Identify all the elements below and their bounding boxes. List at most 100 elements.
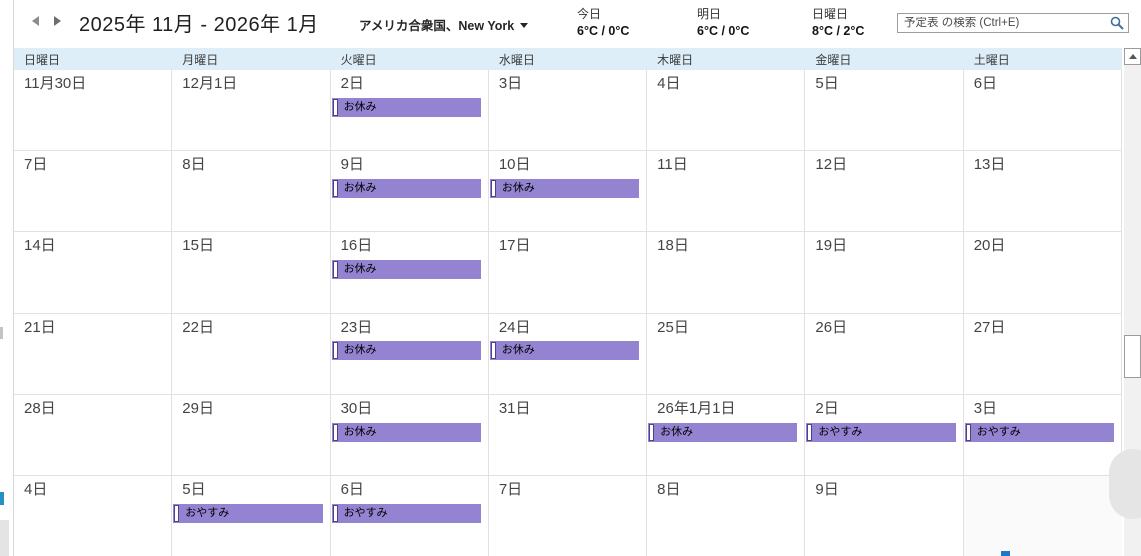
day-cell[interactable]: 11月30日 — [14, 70, 173, 152]
day-cell[interactable]: 28日 — [14, 394, 173, 476]
weather-tomorrow-temp: 6°C / 0°C — [697, 23, 750, 38]
date-label: 9日 — [340, 156, 364, 174]
event-bar[interactable]: おやすみ — [964, 422, 1114, 442]
event-title: お休み — [501, 344, 535, 357]
day-cell[interactable]: 9日 — [805, 475, 964, 556]
event-bar[interactable]: お休み — [331, 260, 481, 280]
day-cell[interactable]: 27日 — [963, 313, 1122, 395]
day-cell[interactable]: 14日 — [14, 232, 173, 314]
day-cell[interactable]: 15日 — [172, 232, 331, 314]
day-cell[interactable]: 6日 — [963, 70, 1122, 152]
event-bar[interactable]: おやすみ — [806, 422, 956, 442]
day-cell[interactable]: 5日 — [805, 70, 964, 152]
weekday-header-6: 土曜日 — [973, 52, 1010, 67]
day-cell[interactable]: 2日 おやすみ — [805, 394, 964, 476]
day-cell[interactable]: 12月1日 — [172, 70, 331, 152]
date-label: 27日 — [973, 318, 1006, 336]
day-cell[interactable]: 21日 — [14, 313, 173, 395]
event-bar[interactable]: おやすみ — [331, 503, 481, 523]
previous-range-button[interactable] — [27, 13, 43, 29]
date-label: 22日 — [182, 318, 214, 336]
day-cell[interactable]: 9日お休み — [330, 151, 489, 233]
day-cell[interactable]: 30日 お休み — [330, 394, 489, 476]
date-label: 28日 — [24, 399, 56, 417]
day-cell[interactable]: 3日 — [488, 70, 648, 152]
date-label: 12日 — [815, 156, 848, 174]
day-cell[interactable]: 4日 — [647, 70, 806, 152]
day-cell[interactable]: 29日 — [172, 394, 331, 476]
day-cell[interactable]: 12日 — [805, 151, 964, 233]
day-cell[interactable]: 20日 — [963, 232, 1122, 314]
day-cell[interactable]: 8日 — [647, 475, 806, 556]
event-bar[interactable]: お休み — [648, 422, 798, 442]
day-cell[interactable]: 6日おやすみ — [330, 475, 489, 556]
search-input[interactable] — [898, 17, 1109, 29]
day-cell[interactable]: 13日 — [963, 151, 1122, 233]
event-free-status-strip — [649, 423, 655, 441]
day-cell[interactable]: 25日 — [647, 313, 806, 395]
event-bar[interactable]: お休み — [331, 422, 481, 442]
event-free-status-strip — [332, 342, 338, 360]
event-title: おやすみ — [818, 425, 863, 438]
date-label: 9日 — [815, 480, 839, 498]
date-label: 3日 — [973, 399, 998, 417]
date-label: 6日 — [973, 75, 998, 92]
day-cell[interactable]: 19日 — [805, 232, 964, 314]
scrollbar-up-button[interactable] — [1124, 48, 1141, 65]
event-bar[interactable]: お休み — [489, 178, 640, 198]
date-label: 21日 — [24, 318, 56, 336]
date-label: 7日 — [24, 156, 48, 174]
day-cell[interactable]: 7日 — [488, 475, 648, 556]
weekday-header-3: 水曜日 — [498, 52, 535, 67]
day-cell[interactable]: 24日お休み — [488, 313, 648, 395]
bottom-edge-blue-fragment — [1001, 551, 1010, 556]
date-label: 24日 — [498, 318, 531, 336]
event-bar[interactable]: おやすみ — [173, 503, 323, 523]
calendar-grid: 11月30日 12月1日 2日 お休み 3日 4日 5日 6日 7日 8日 9日 お休み 10日 お休み 1… — [14, 70, 1122, 556]
day-cell[interactable]: 3日おやすみ — [963, 394, 1122, 476]
event-bar[interactable]: お休み — [331, 97, 481, 117]
weather-location-dropdown[interactable]: アメリカ合衆国、New York — [359, 15, 529, 34]
day-cell[interactable]: 31日 — [488, 394, 648, 476]
day-cell[interactable]: 18日 — [647, 232, 806, 314]
date-range-title: 2025年 11月 - 2026年 1月 — [79, 14, 319, 36]
day-cell[interactable]: 8日 — [172, 151, 331, 233]
weather-location-label: アメリカ合衆国、New York — [359, 19, 515, 33]
day-cell[interactable]: 7日 — [14, 151, 173, 233]
date-label: 11月30日 — [24, 75, 87, 92]
event-bar[interactable]: お休み — [489, 341, 640, 361]
event-title: お休み — [343, 425, 377, 438]
date-label: 16日 — [340, 237, 373, 255]
day-cell[interactable]: 26日 — [805, 313, 964, 395]
left-collapsed-pane — [0, 0, 14, 556]
search-icon[interactable] — [1109, 15, 1125, 31]
day-cell[interactable]: 26年1月1日 お休み — [647, 394, 806, 476]
calendar-search-box[interactable] — [897, 13, 1129, 33]
date-label: 23日 — [340, 318, 373, 336]
day-cell[interactable]: 22日 — [172, 313, 331, 395]
event-title: お休み — [660, 425, 694, 438]
day-cell[interactable]: 17日 — [488, 232, 648, 314]
next-range-button[interactable] — [49, 13, 65, 29]
day-cell[interactable]: 2日 お休み — [330, 70, 489, 152]
date-label: 31日 — [498, 399, 531, 417]
day-cell[interactable]: 23日お休み — [330, 313, 489, 395]
weekday-header-0: 日曜日 — [24, 52, 61, 67]
chevron-right-icon — [53, 16, 61, 26]
date-label: 7日 — [498, 480, 523, 498]
day-cell[interactable]: 5日 おやすみ — [172, 475, 331, 556]
day-cell[interactable]: 16日お休み — [330, 232, 489, 314]
day-cell[interactable]: 11日 — [647, 151, 806, 233]
event-title: お休み — [343, 181, 377, 194]
scrollbar-thumb[interactable] — [1124, 335, 1141, 378]
day-cell[interactable]: 4日 — [14, 475, 173, 556]
event-bar[interactable]: お休み — [331, 178, 481, 198]
weather-today-temp: 6°C / 0°C — [577, 23, 630, 38]
event-free-status-strip — [490, 342, 496, 360]
date-label: 11日 — [657, 156, 688, 174]
date-label: 13日 — [973, 156, 1006, 174]
day-cell[interactable]: 10日 お休み — [488, 151, 648, 233]
date-label: 6日 — [340, 480, 364, 498]
event-bar[interactable]: お休み — [331, 341, 481, 361]
vertical-scrollbar[interactable] — [1124, 48, 1141, 556]
